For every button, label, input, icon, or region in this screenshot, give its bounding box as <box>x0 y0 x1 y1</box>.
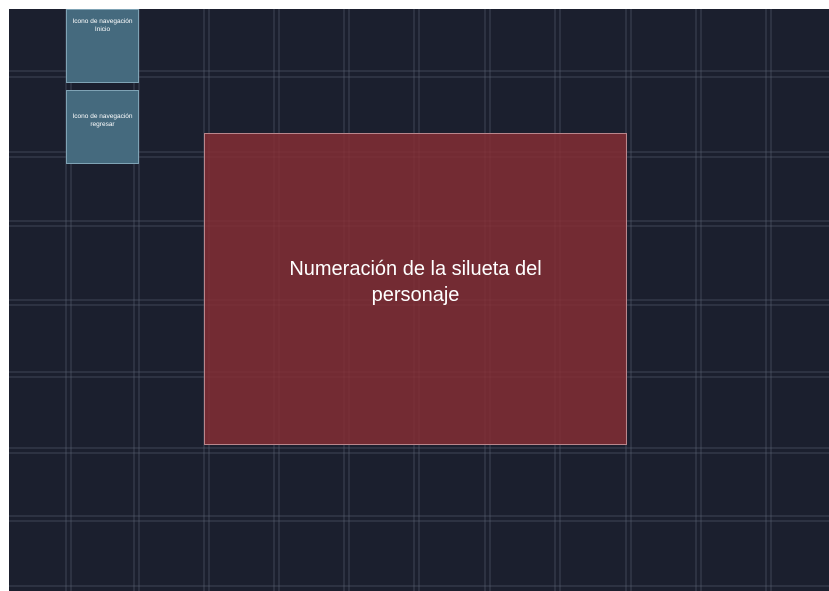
back-nav-label: Icono de navegación regresar <box>72 113 133 128</box>
back-nav-icon-placeholder[interactable]: Icono de navegación regresar <box>66 90 139 164</box>
home-nav-icon-placeholder[interactable]: Icono de navegación Inicio <box>66 9 139 83</box>
character-silhouette-area[interactable]: Numeración de la silueta del personaje <box>204 133 627 445</box>
home-nav-label: Icono de navegación Inicio <box>72 18 133 33</box>
silhouette-area-label: Numeración de la silueta del personaje <box>289 258 542 306</box>
layout-canvas: Icono de navegación Inicio Icono de nave… <box>9 9 829 591</box>
